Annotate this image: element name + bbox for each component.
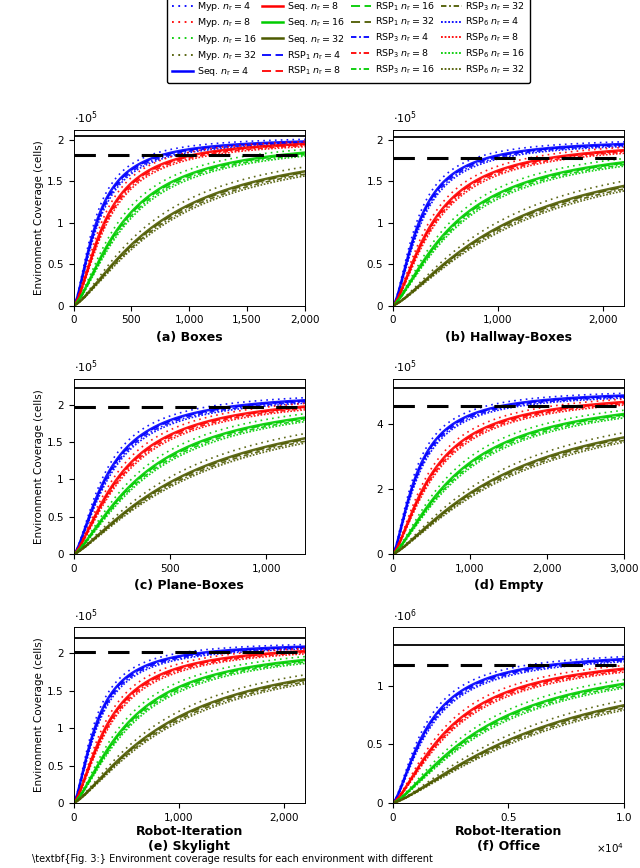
X-axis label: (c) Plane-Boxes: (c) Plane-Boxes [134, 580, 244, 593]
Text: $\cdot10^{5}$: $\cdot10^{5}$ [393, 109, 417, 127]
Text: \textbf{Fig. 3:} Environment coverage results for each environment with differen: \textbf{Fig. 3:} Environment coverage re… [32, 853, 433, 864]
Y-axis label: Environment Coverage (cells): Environment Coverage (cells) [35, 638, 44, 792]
Legend: Myp. $n_{\rm r} = 4$, Myp. $n_{\rm r} = 8$, Myp. $n_{\rm r} = 16$, Myp. $n_{\rm : Myp. $n_{\rm r} = 4$, Myp. $n_{\rm r} = … [168, 0, 530, 83]
X-axis label: Robot-Iteration
(f) Office: Robot-Iteration (f) Office [454, 825, 562, 853]
Y-axis label: Environment Coverage (cells): Environment Coverage (cells) [35, 141, 44, 295]
Y-axis label: Environment Coverage (cells): Environment Coverage (cells) [35, 389, 44, 543]
Text: $\times10^4$: $\times10^4$ [596, 842, 624, 855]
X-axis label: Robot-Iteration
(e) Skylight: Robot-Iteration (e) Skylight [136, 825, 243, 853]
Text: $\cdot10^{5}$: $\cdot10^{5}$ [74, 358, 98, 375]
Text: $\cdot10^{6}$: $\cdot10^{6}$ [393, 607, 417, 624]
X-axis label: (d) Empty: (d) Empty [474, 580, 543, 593]
X-axis label: (b) Hallway-Boxes: (b) Hallway-Boxes [445, 331, 572, 344]
Text: $\cdot10^{5}$: $\cdot10^{5}$ [74, 607, 98, 624]
Text: $\cdot10^{5}$: $\cdot10^{5}$ [74, 109, 98, 127]
Text: $\cdot10^{5}$: $\cdot10^{5}$ [393, 358, 417, 375]
X-axis label: (a) Boxes: (a) Boxes [156, 331, 223, 344]
